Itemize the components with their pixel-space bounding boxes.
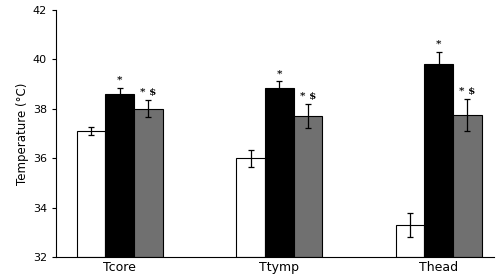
Bar <box>106 94 134 257</box>
Y-axis label: Temperature (°C): Temperature (°C) <box>16 82 28 185</box>
Bar <box>236 158 265 257</box>
Text: * $: * $ <box>459 87 475 96</box>
Text: * $: * $ <box>140 88 156 97</box>
Bar <box>76 131 106 257</box>
Bar <box>134 109 163 257</box>
Text: *: * <box>276 69 282 78</box>
Bar <box>424 64 453 257</box>
Text: *: * <box>436 40 442 49</box>
Text: *: * <box>117 76 122 85</box>
Text: * $: * $ <box>300 92 316 101</box>
Bar <box>265 88 294 257</box>
Bar <box>453 115 482 257</box>
Bar <box>396 225 424 257</box>
Bar <box>294 116 322 257</box>
